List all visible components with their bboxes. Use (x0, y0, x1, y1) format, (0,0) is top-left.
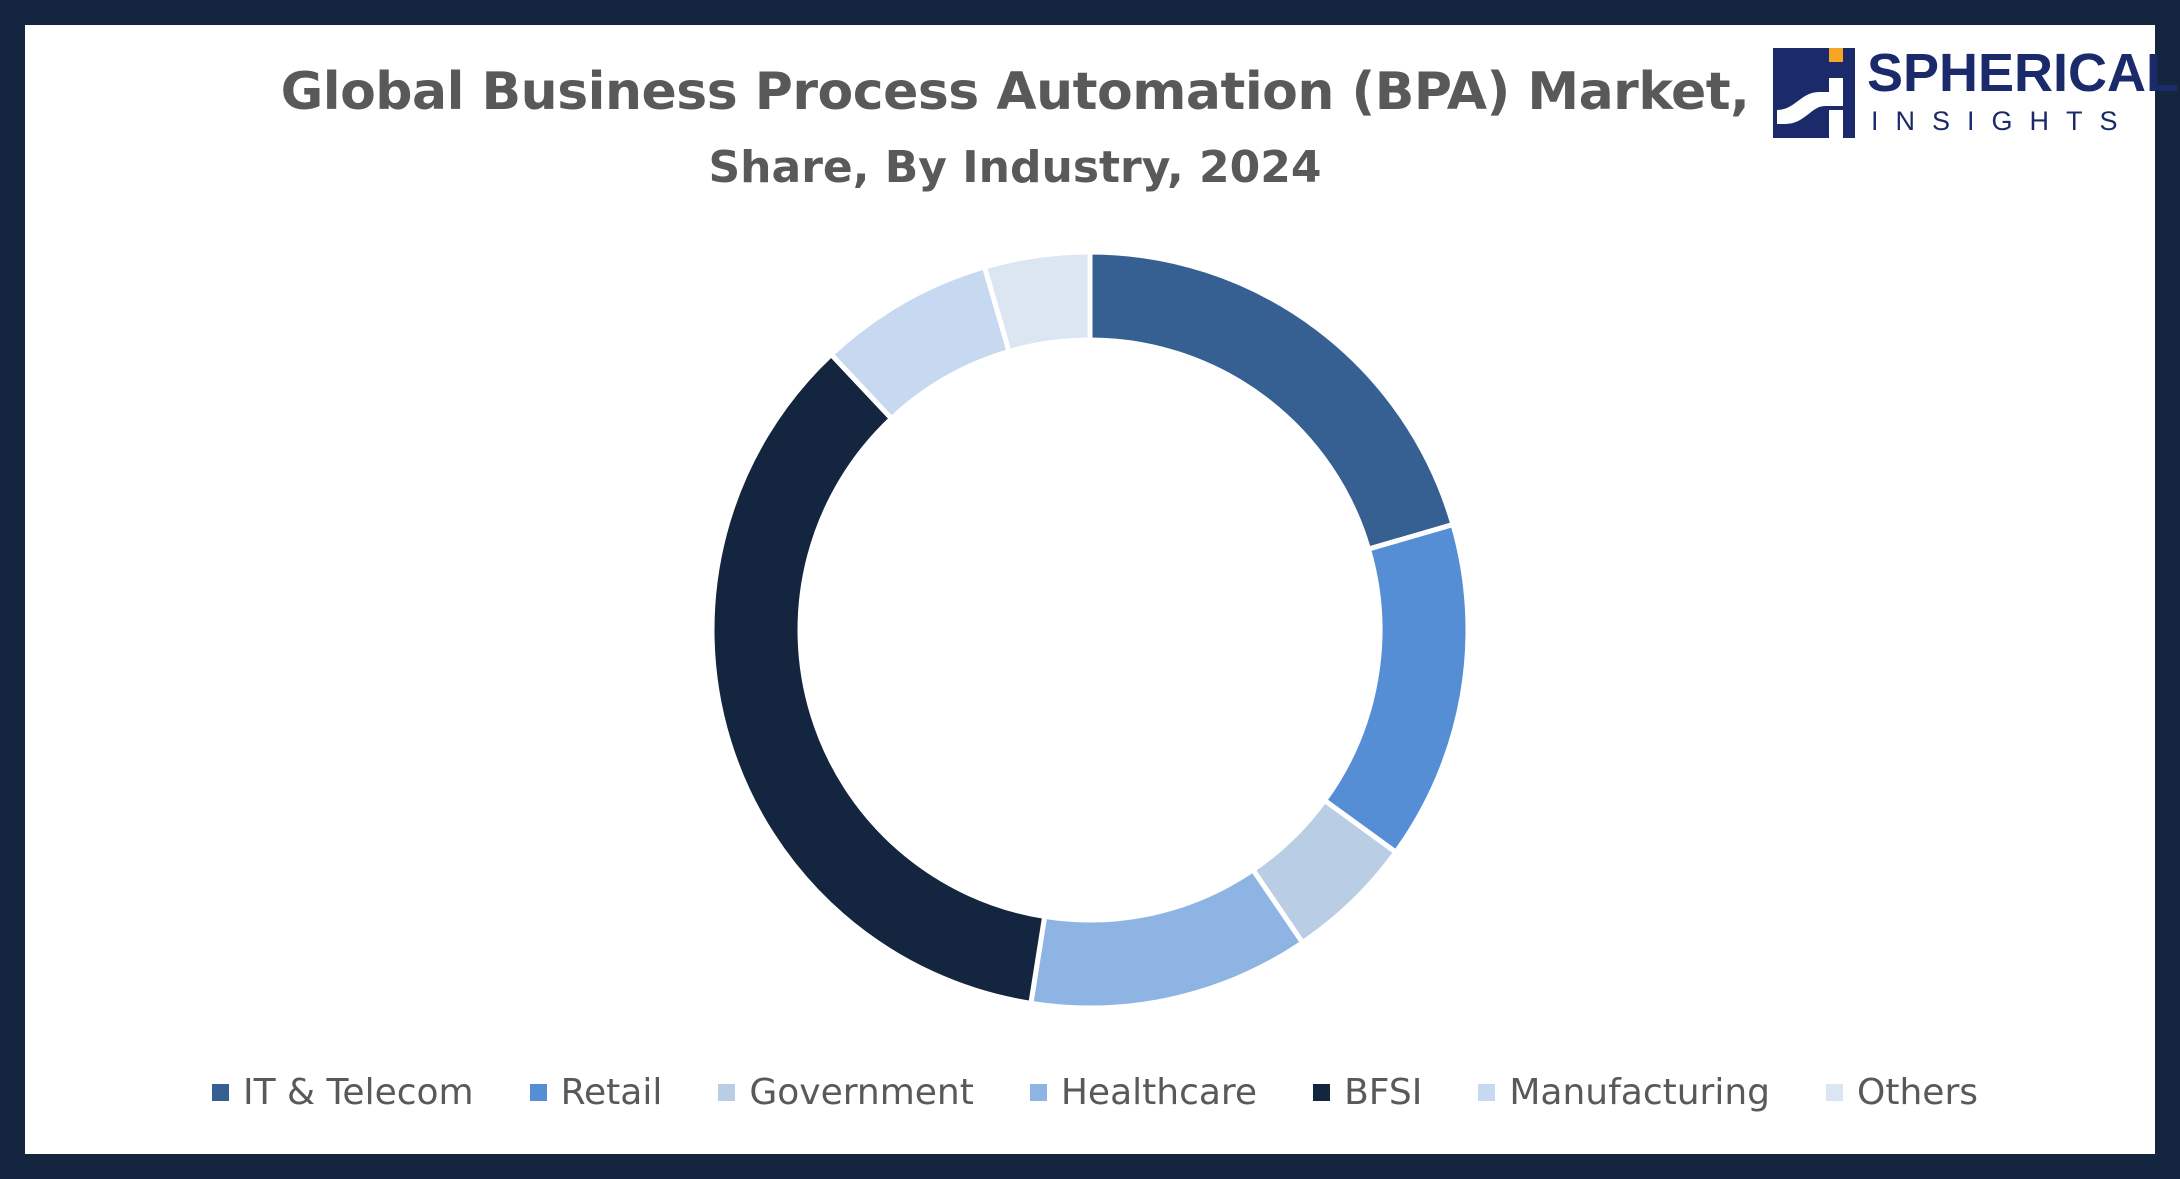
legend-swatch-healthcare (1029, 1084, 1047, 1101)
chart-subtitle: Share, By Industry, 2024 (708, 142, 1322, 193)
donut-slice-others (981, 249, 1093, 355)
logo-wordmark: SPHERICAL (1867, 43, 2180, 103)
legend-item-healthcare: Healthcare (1029, 1072, 1258, 1113)
legend-label-retail: Retail (560, 1072, 663, 1113)
legend-label-bfsi: BFSI (1344, 1072, 1423, 1113)
donut-slice-retail (1321, 521, 1471, 856)
legend-item-it-telecom: IT & Telecom (211, 1072, 474, 1113)
legend-item-others: Others (1826, 1072, 1978, 1113)
legend-swatch-it-telecom (211, 1084, 229, 1101)
legend-swatch-government (718, 1084, 736, 1101)
legend-label-manufacturing: Manufacturing (1509, 1072, 1771, 1113)
legend-label-others: Others (1857, 1072, 1979, 1113)
legend-swatch-manufacturing (1478, 1084, 1496, 1101)
chart-title: Global Business Process Automation (BPA)… (280, 62, 1750, 122)
legend-label-government: Government (749, 1072, 974, 1113)
donut-slice-healthcare (1028, 866, 1306, 1011)
chart-legend: IT & Telecom Retail Government Healthcare BF… (0, 1072, 2180, 1113)
legend-label-it-telecom: IT & Telecom (242, 1072, 474, 1113)
spherical-insights-logo: SPHERICAL INSIGHTS (1773, 43, 2179, 140)
legend-label-healthcare: Healthcare (1060, 1072, 1258, 1113)
legend-swatch-retail (529, 1084, 547, 1101)
logo-mark-icon (1773, 48, 1855, 138)
legend-item-retail: Retail (529, 1072, 663, 1113)
legend-swatch-others (1826, 1084, 1844, 1101)
donut-slice-it-telecom (1087, 249, 1457, 553)
logo-tagline: INSIGHTS (1871, 106, 2135, 136)
legend-item-bfsi: BFSI (1313, 1072, 1422, 1113)
donut-slice-bfsi (709, 350, 1048, 1007)
legend-item-government: Government (718, 1072, 974, 1113)
legend-swatch-bfsi (1313, 1084, 1331, 1101)
legend-item-manufacturing: Manufacturing (1478, 1072, 1770, 1113)
